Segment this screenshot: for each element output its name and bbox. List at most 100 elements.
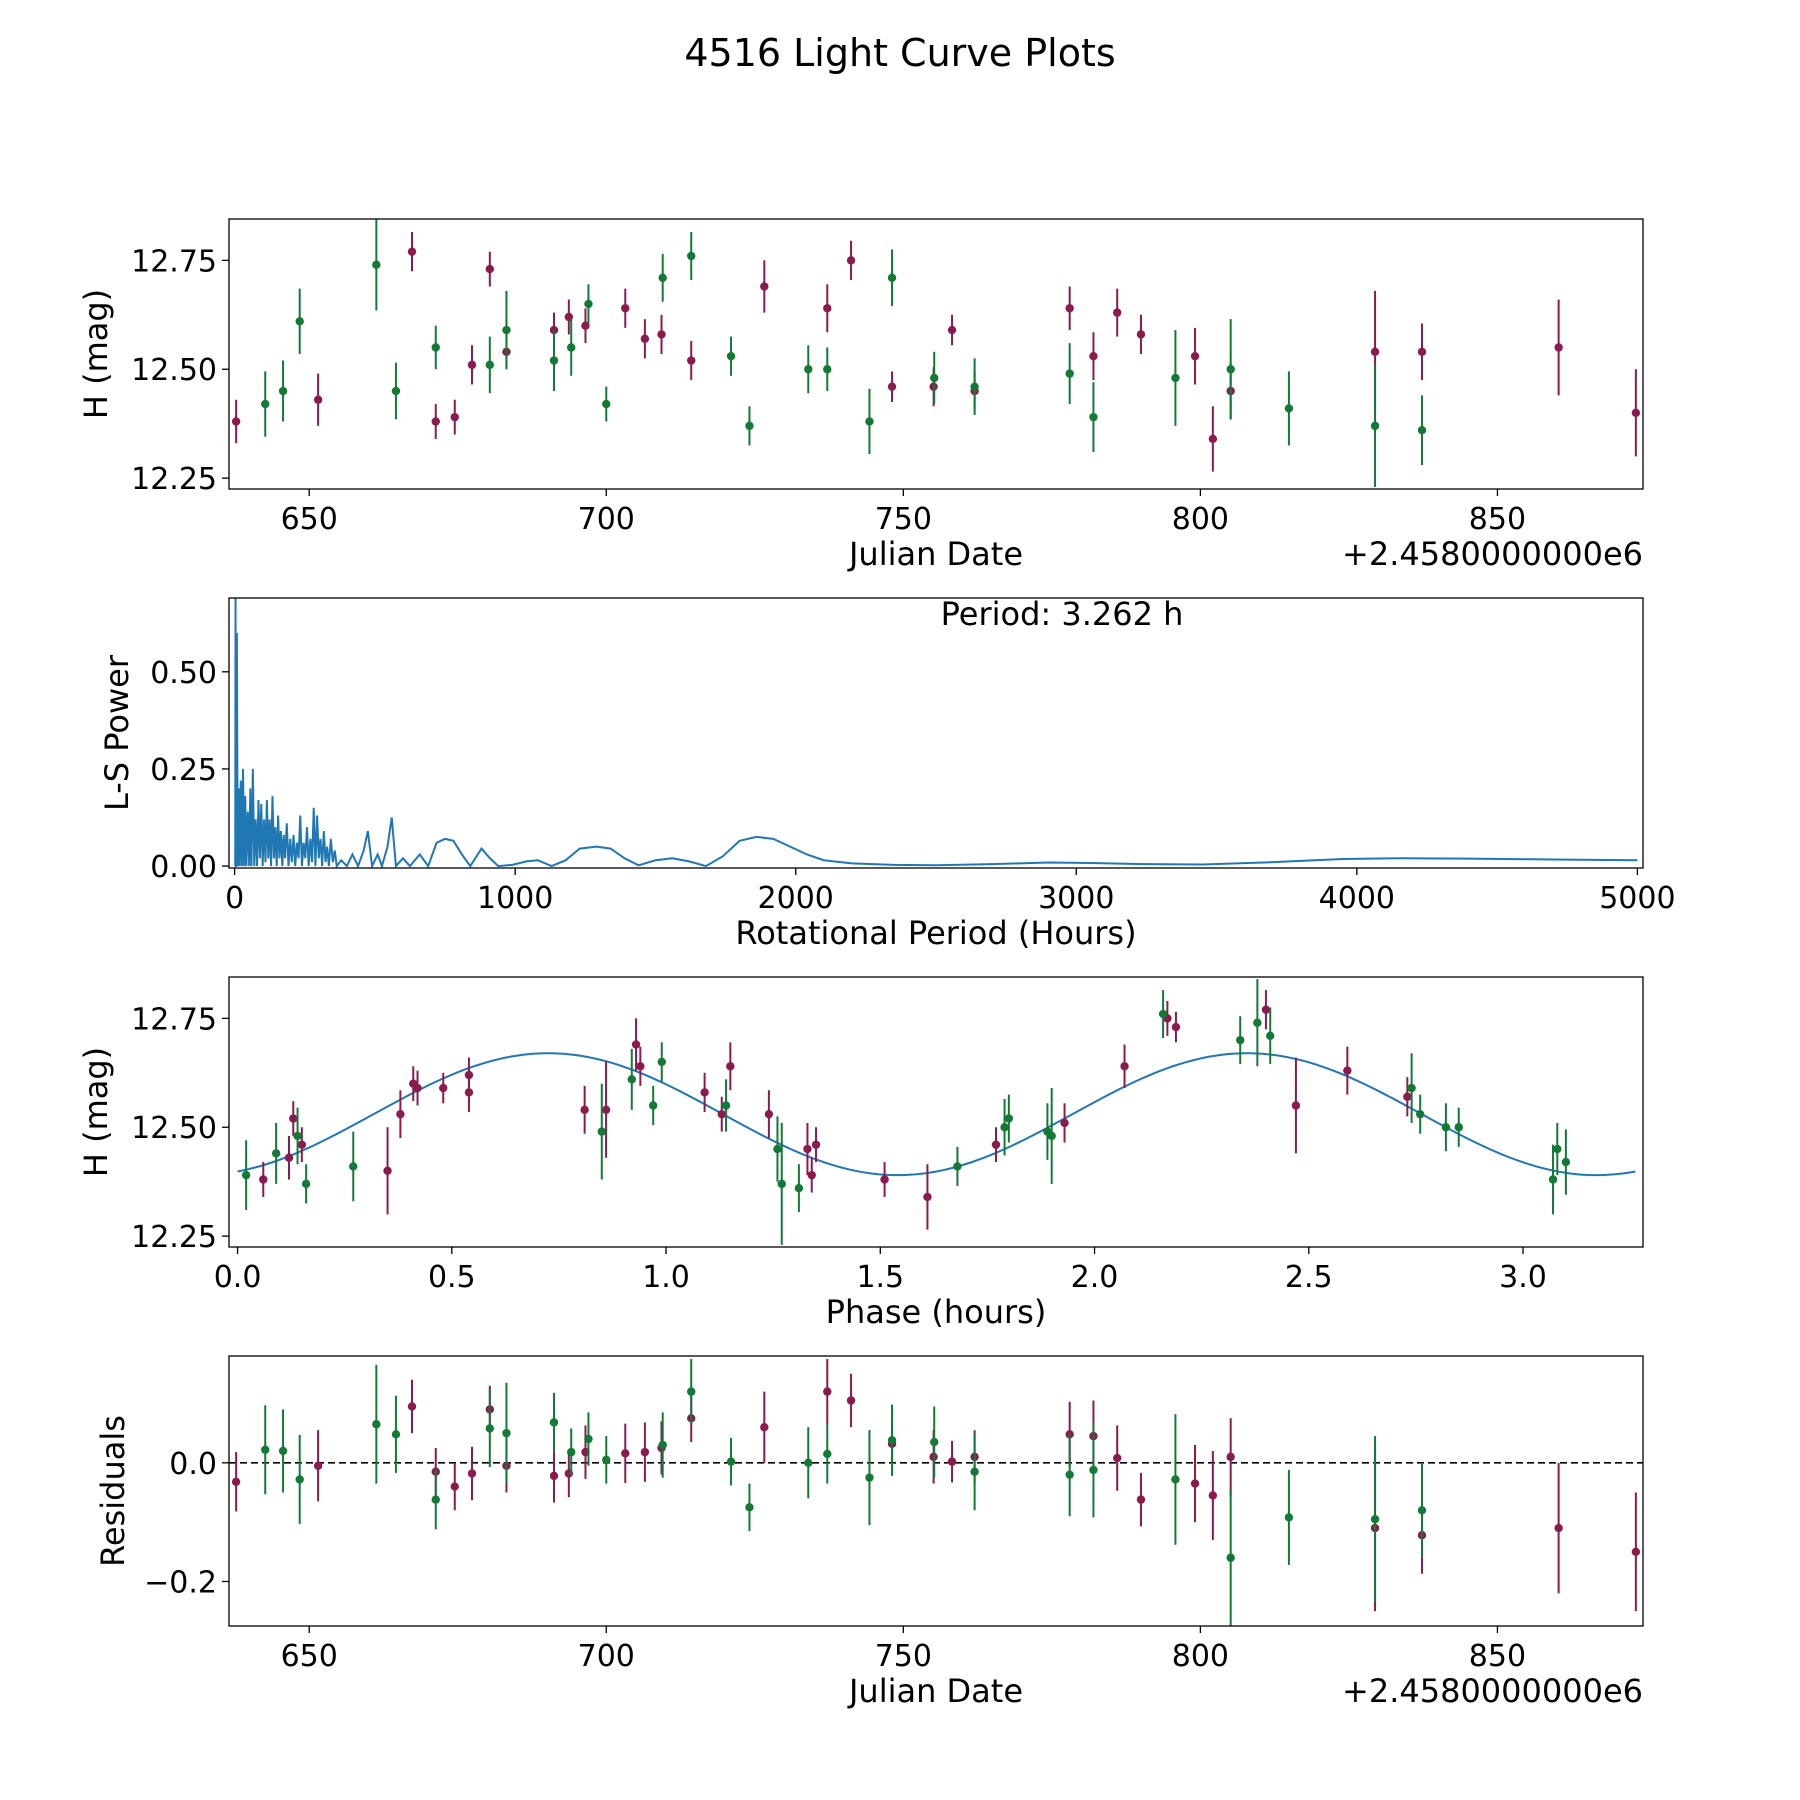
green-data-point [278,386,288,396]
green-data-point [1454,1123,1463,1132]
green-data-point [1171,1475,1180,1484]
red-data-point [1065,304,1074,313]
green-data-point [887,1436,897,1445]
x-tick-label: 1000 [477,881,553,916]
green-data-point [1417,426,1427,435]
green-data-point [1226,1553,1235,1562]
x-tick-label: 2.5 [1285,1260,1333,1295]
green-data-point [278,1446,288,1456]
y-tick-label: 12.75 [131,1002,217,1037]
x-tick-label: 5000 [1599,881,1675,916]
red-data-point [687,356,696,365]
red-data-point [700,1088,709,1097]
x-axis-label: Julian Date [847,1672,1023,1710]
red-data-point [880,1175,889,1184]
red-data-point [297,1140,307,1149]
lightcurve-axes-frame [228,218,1644,490]
green-data-point [1253,1018,1262,1027]
x-tick-label: 850 [1469,1639,1526,1674]
y-tick-label: −0.2 [144,1565,217,1600]
periodogram-axes-frame [228,597,1644,869]
y-axis-label: Residuals [94,1415,132,1567]
x-tick-label: 700 [578,1639,635,1674]
lightcurve-plot-area [231,219,1641,487]
green-data-point [567,1447,576,1457]
green-data-point [1548,1175,1558,1184]
green-data-point [1266,1031,1275,1040]
x-tick-label: 800 [1172,1639,1229,1674]
periodogram-plot-area [234,598,1638,868]
red-data-point [621,1449,630,1458]
red-data-point [1226,1452,1235,1462]
phased-axes-frame [228,976,1644,1248]
green-data-point [597,1127,606,1136]
red-data-point [284,1153,294,1162]
green-data-point [295,1475,304,1484]
green-data-point [372,1420,381,1429]
red-data-point [887,382,897,391]
green-data-point [485,360,495,370]
x-axis-label: Phase (hours) [826,1293,1047,1331]
red-data-point [549,1471,559,1481]
green-data-point [649,1101,658,1110]
green-data-point [502,1428,511,1438]
red-data-point [803,1144,812,1154]
power-spectrum-line [234,598,1638,868]
y-tick-label: 12.50 [131,353,217,388]
sine-fit-line [237,1052,1636,1177]
red-data-point [580,1105,589,1115]
green-data-point [953,1162,962,1171]
green-data-point [271,1149,281,1158]
green-data-point [1000,1123,1009,1132]
red-data-point [717,1109,726,1119]
y-tick-label: 12.50 [131,1111,217,1146]
green-data-point [241,1170,251,1180]
red-data-point [1089,351,1098,361]
green-data-point [970,1467,979,1476]
red-data-point [760,1423,769,1432]
green-data-point [1553,1144,1562,1154]
red-data-point [947,325,957,335]
x-tick-label: 750 [875,502,932,537]
green-data-point [1065,1470,1074,1479]
red-data-point [1261,1005,1271,1014]
red-data-point [760,282,769,291]
x-axis-label: Julian Date [847,535,1023,573]
x-tick-label: 0.0 [214,1260,262,1295]
green-data-point [584,299,593,309]
green-data-point [372,260,381,269]
green-data-point [391,386,401,396]
green-data-point [687,251,696,261]
x-tick-label: 2000 [758,881,834,916]
green-data-point [887,273,897,282]
x-tick-label: 0 [225,881,244,916]
green-data-point [1226,365,1235,374]
red-data-point [289,1114,298,1123]
green-data-point [485,1424,495,1433]
green-data-point [301,1179,311,1189]
green-data-point [865,417,874,426]
green-data-point [602,399,611,409]
x-tick-label: 3000 [1038,881,1114,916]
green-data-point [726,1457,736,1466]
red-data-point [1113,1453,1122,1463]
y-axis-label: H (mag) [77,1047,115,1177]
green-data-point [1284,404,1294,413]
red-data-point [1417,347,1427,357]
green-data-point [721,1101,731,1110]
x-tick-label: 0.5 [428,1260,476,1295]
red-data-point [407,1402,417,1411]
y-axis-label: H (mag) [77,289,115,419]
red-data-point [313,1461,323,1470]
green-data-point [1158,1009,1168,1019]
green-data-point [1417,1506,1427,1515]
green-data-point [865,1473,874,1482]
red-data-point [439,1083,448,1093]
red-data-point [1554,343,1563,352]
periodogram-panel: 0 1000 2000 3000 4000 5000 0.00 0.25 0.50 Rotatio… [98,595,1676,952]
red-data-point [1208,434,1218,444]
green-data-point [1089,412,1098,422]
phased-plot-area [237,979,1636,1245]
red-data-point [640,334,650,343]
